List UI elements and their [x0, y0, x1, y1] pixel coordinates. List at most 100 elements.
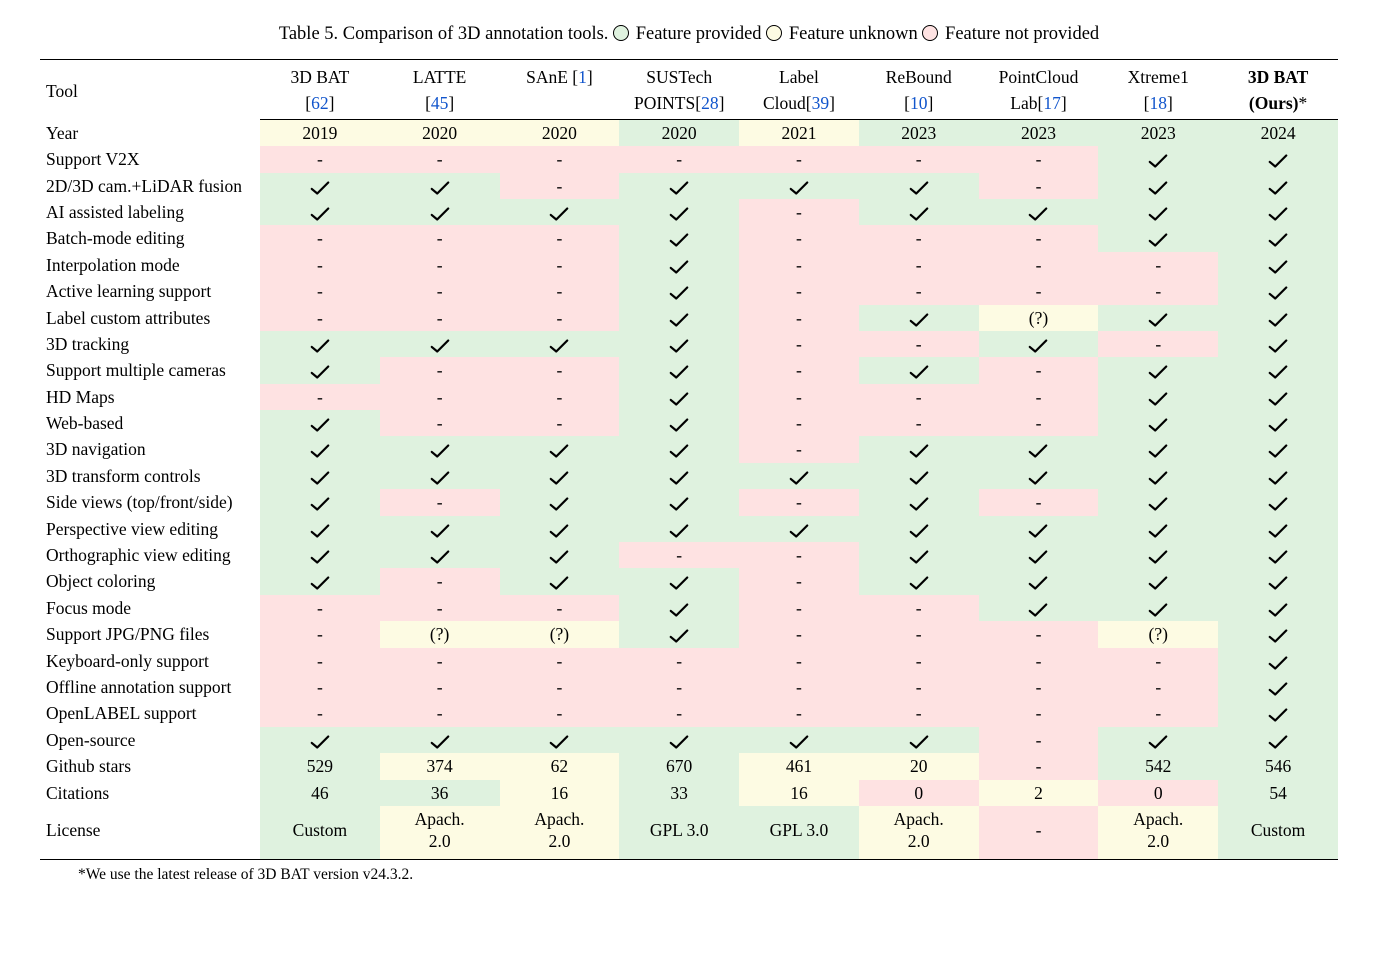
- feature-cell: [260, 331, 380, 357]
- feature-cell: -: [619, 674, 739, 700]
- feature-cell: -: [380, 305, 500, 331]
- feature-cell: [979, 331, 1099, 357]
- check-icon: [1267, 334, 1289, 354]
- tool-header-line1: 3D BAT: [260, 60, 380, 91]
- check-icon: [309, 466, 331, 486]
- check-icon: [788, 519, 810, 539]
- feature-cell: 2023: [1098, 119, 1218, 146]
- row-label: 3D tracking: [40, 331, 260, 357]
- row-label: Focus mode: [40, 595, 260, 621]
- row-label: Batch-mode editing: [40, 225, 260, 251]
- check-icon: [668, 730, 690, 750]
- tool-header-line2: [62]: [260, 90, 380, 119]
- citation-link[interactable]: 17: [1043, 93, 1061, 113]
- feature-cell: [739, 463, 859, 489]
- table-row: 3D tracking---: [40, 331, 1338, 357]
- feature-cell: -: [380, 489, 500, 515]
- legend-circle-notprovided: [922, 25, 938, 41]
- feature-cell: [380, 331, 500, 357]
- feature-cell: [619, 225, 739, 251]
- feature-cell: -: [979, 806, 1099, 859]
- check-icon: [1267, 308, 1289, 328]
- check-icon: [1027, 439, 1049, 459]
- feature-cell: -: [500, 357, 620, 383]
- feature-cell: -: [380, 252, 500, 278]
- check-icon: [1267, 519, 1289, 539]
- check-icon: [668, 281, 690, 301]
- check-icon: [668, 413, 690, 433]
- row-label: Side views (top/front/side): [40, 489, 260, 515]
- check-icon: [668, 255, 690, 275]
- feature-cell: -: [979, 727, 1099, 753]
- citation-link[interactable]: 62: [311, 93, 329, 113]
- check-icon: [429, 202, 451, 222]
- feature-cell: (?): [380, 621, 500, 647]
- feature-cell: -: [500, 595, 620, 621]
- citation-link[interactable]: 18: [1149, 93, 1167, 113]
- feature-cell: [1098, 146, 1218, 172]
- feature-cell: -: [739, 305, 859, 331]
- feature-cell: [1098, 384, 1218, 410]
- feature-cell: -: [500, 700, 620, 726]
- feature-cell: [260, 357, 380, 383]
- feature-cell: [619, 463, 739, 489]
- feature-cell: [859, 173, 979, 199]
- feature-cell: [260, 727, 380, 753]
- check-icon: [1147, 413, 1169, 433]
- feature-cell: [1218, 410, 1338, 436]
- row-label: Web-based: [40, 410, 260, 436]
- feature-cell: -: [739, 568, 859, 594]
- feature-cell: [619, 278, 739, 304]
- row-label: 3D navigation: [40, 436, 260, 462]
- feature-cell: [979, 595, 1099, 621]
- feature-cell: [619, 516, 739, 542]
- feature-cell: [1218, 674, 1338, 700]
- tool-header-line2: Lab[17]: [979, 90, 1099, 119]
- feature-cell: [1218, 278, 1338, 304]
- feature-cell: [619, 568, 739, 594]
- check-icon: [668, 624, 690, 644]
- citation-link[interactable]: 28: [701, 93, 719, 113]
- feature-cell: [1098, 357, 1218, 383]
- table-row: Open-source-: [40, 727, 1338, 753]
- feature-cell: 2020: [500, 119, 620, 146]
- feature-cell: -: [979, 357, 1099, 383]
- check-icon: [668, 387, 690, 407]
- check-icon: [309, 545, 331, 565]
- check-icon: [1147, 545, 1169, 565]
- table-row: Support JPG/PNG files-(?)(?)---(?): [40, 621, 1338, 647]
- feature-cell: -: [859, 648, 979, 674]
- tool-header-line2: [45]: [380, 90, 500, 119]
- check-icon: [1147, 202, 1169, 222]
- feature-cell: 2020: [619, 119, 739, 146]
- check-icon: [1267, 439, 1289, 459]
- citation-link[interactable]: 10: [910, 93, 928, 113]
- feature-cell: -: [260, 595, 380, 621]
- feature-cell: [1218, 621, 1338, 647]
- feature-cell: [1098, 436, 1218, 462]
- feature-cell: -: [739, 648, 859, 674]
- feature-cell: -: [260, 305, 380, 331]
- citation-link[interactable]: 39: [812, 93, 830, 113]
- feature-cell: Apach.2.0: [859, 806, 979, 859]
- feature-cell: -: [859, 595, 979, 621]
- feature-cell: [1098, 727, 1218, 753]
- tool-header-line2: Cloud[39]: [739, 90, 859, 119]
- citation-link[interactable]: 1: [578, 67, 587, 87]
- check-icon: [548, 466, 570, 486]
- row-label: Object coloring: [40, 568, 260, 594]
- check-icon: [908, 492, 930, 512]
- feature-cell: -: [859, 384, 979, 410]
- feature-cell: 0: [859, 780, 979, 806]
- table-row: Focus mode-----: [40, 595, 1338, 621]
- feature-cell: -: [859, 252, 979, 278]
- check-icon: [788, 466, 810, 486]
- feature-cell: [1218, 568, 1338, 594]
- feature-cell: (?): [979, 305, 1099, 331]
- feature-cell: Apach.2.0: [380, 806, 500, 859]
- citation-link[interactable]: 45: [431, 93, 449, 113]
- feature-cell: -: [859, 674, 979, 700]
- check-icon: [309, 176, 331, 196]
- feature-cell: -: [859, 225, 979, 251]
- row-label: Support JPG/PNG files: [40, 621, 260, 647]
